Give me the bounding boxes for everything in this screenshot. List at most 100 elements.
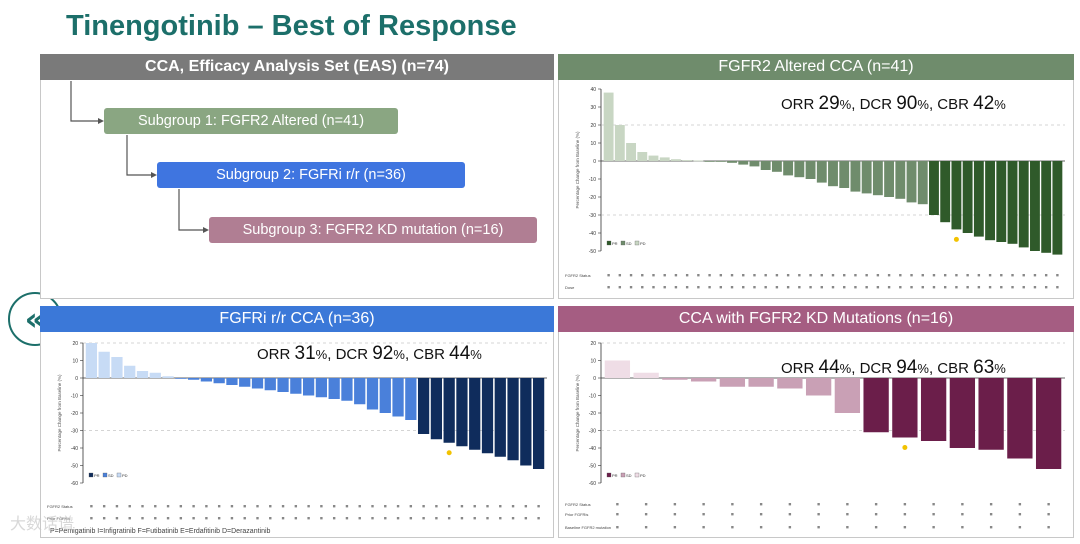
- bar: [1030, 161, 1040, 251]
- bar: [226, 378, 238, 385]
- bar: [748, 378, 774, 387]
- legend-label: SD: [108, 473, 114, 478]
- eas-panel: CCA, Efficacy Analysis Set (EAS) (n=74) …: [40, 54, 554, 299]
- row-cell: [988, 274, 992, 277]
- y-tick-label: 10: [72, 359, 78, 365]
- row-cell: [618, 274, 622, 277]
- row-cell: [817, 526, 820, 529]
- row-cell: [788, 503, 792, 506]
- row-cell: [932, 286, 936, 289]
- legend-swatch: [634, 240, 640, 246]
- row-cell: [256, 517, 259, 520]
- row-cell: [903, 526, 907, 529]
- row-cell: [702, 513, 705, 516]
- row-cell: [961, 513, 964, 516]
- bar: [341, 378, 353, 401]
- y-tick-label: -40: [589, 231, 596, 237]
- bar: [532, 378, 545, 469]
- y-axis-label: Percentage Change from Baseline (%): [575, 131, 580, 209]
- bar: [98, 351, 110, 378]
- row-cell: [499, 517, 502, 520]
- row-cell: [708, 286, 711, 289]
- bar: [949, 378, 976, 448]
- row-cell: [932, 503, 935, 506]
- bar: [633, 372, 659, 378]
- bar: [749, 161, 760, 167]
- bar: [920, 378, 947, 441]
- row-cell: [128, 517, 131, 520]
- row-cell: [90, 517, 93, 520]
- row-cell: [663, 286, 666, 289]
- row-cell: [511, 505, 515, 508]
- row-cell: [102, 517, 106, 520]
- row-cell: [910, 274, 913, 277]
- watermark: 大数话谱: [10, 514, 75, 533]
- row-cell: [899, 286, 902, 289]
- bar: [659, 157, 670, 161]
- page-title: Tinengotinib – Best of Response: [66, 10, 517, 42]
- bar: [670, 159, 681, 161]
- subgroup-1-box[interactable]: Subgroup 1: FGFR2 Altered (n=41): [104, 108, 398, 134]
- bar: [892, 378, 918, 438]
- star-marker: [902, 445, 908, 450]
- bar: [783, 161, 794, 176]
- row-cell: [921, 274, 924, 277]
- row-cell: [447, 505, 451, 508]
- row-cell: [846, 526, 849, 529]
- row-cell: [486, 505, 489, 508]
- bar: [481, 378, 494, 454]
- row-cell: [281, 505, 285, 508]
- row-cell: [865, 286, 868, 289]
- bar: [682, 160, 693, 161]
- row-cell: [294, 505, 298, 508]
- row-cell: [641, 274, 644, 277]
- kd-stats: ORR 44%, DCR 94%, CBR 63%: [781, 357, 1006, 378]
- row-cell: [759, 513, 763, 516]
- row-cell: [256, 505, 259, 508]
- row-cell: [1011, 274, 1014, 277]
- subgroup-3-box[interactable]: Subgroup 3: FGFR2 KD mutation (n=16): [209, 217, 537, 243]
- row-cell: [422, 505, 425, 508]
- bar: [648, 155, 659, 161]
- bar: [996, 161, 1007, 242]
- bar: [264, 378, 276, 391]
- row-cell: [320, 517, 323, 520]
- row-cell: [989, 503, 993, 506]
- eas-panel-header: CCA, Efficacy Analysis Set (EAS) (n=74): [40, 54, 554, 80]
- y-tick-label: 40: [590, 87, 596, 93]
- bar: [277, 378, 289, 392]
- bar: [884, 161, 895, 197]
- row-cell: [843, 274, 846, 277]
- subgroup-2-box[interactable]: Subgroup 2: FGFRi r/r (n=36): [157, 162, 465, 188]
- bar: [187, 378, 200, 380]
- row-cell: [473, 505, 476, 508]
- row-label: Prior FGFRis: [565, 512, 588, 517]
- row-cell: [217, 517, 221, 520]
- row-cell: [731, 526, 734, 529]
- row-cell: [243, 505, 246, 508]
- row-cell: [961, 503, 964, 506]
- star-marker: [953, 236, 959, 242]
- y-tick-label: -30: [71, 429, 78, 435]
- row-cell: [1018, 513, 1022, 516]
- row-cell: [269, 505, 272, 508]
- bar: [951, 161, 962, 230]
- row-cell: [955, 274, 958, 277]
- row-cell: [618, 286, 622, 289]
- row-cell: [753, 274, 756, 277]
- row-cell: [932, 526, 935, 529]
- row-cell: [788, 526, 792, 529]
- row-cell: [243, 517, 246, 520]
- y-tick-label: -20: [589, 195, 596, 201]
- bar: [738, 161, 749, 165]
- bar: [861, 161, 872, 194]
- row-cell: [435, 517, 438, 520]
- row-cell: [166, 505, 170, 508]
- bar: [290, 378, 302, 394]
- bar: [850, 161, 861, 192]
- row-cell: [820, 274, 823, 277]
- bar: [662, 378, 688, 380]
- bar: [520, 378, 532, 466]
- bar: [637, 152, 648, 161]
- legend-label: PR: [612, 473, 618, 478]
